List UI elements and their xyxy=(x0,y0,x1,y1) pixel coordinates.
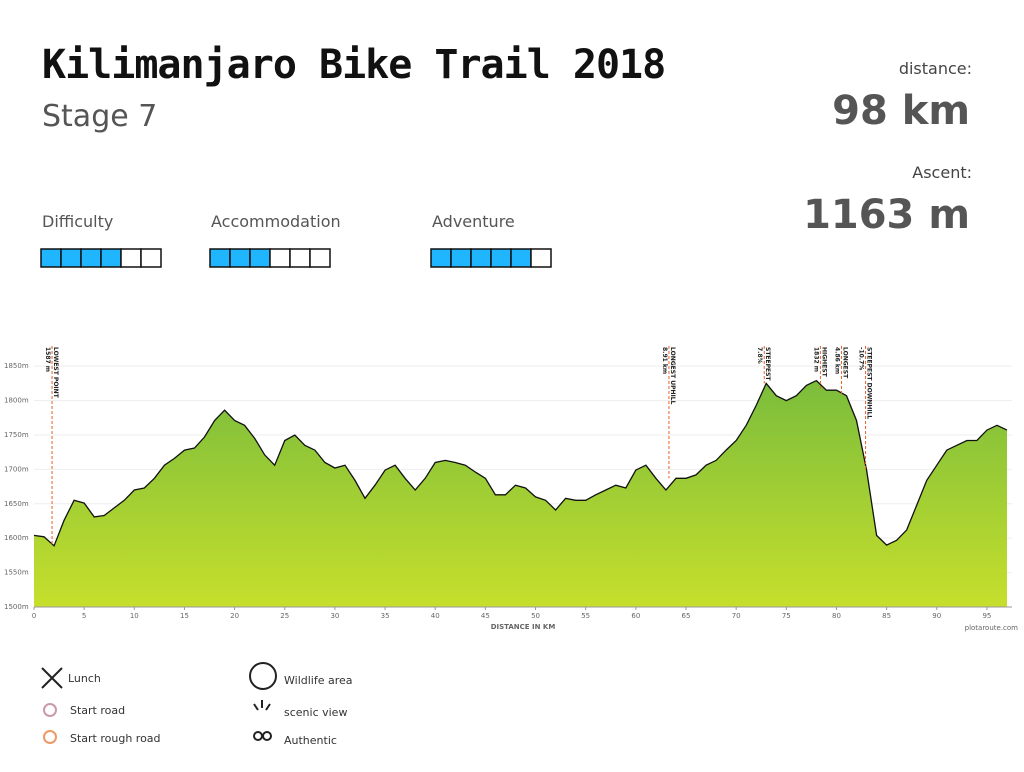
rating-box-filled xyxy=(249,248,271,268)
x-tick-label: 45 xyxy=(481,612,490,620)
rating-box-filled xyxy=(40,248,62,268)
x-tick-label: 5 xyxy=(82,612,86,620)
legend-label: Authentic xyxy=(284,734,337,747)
stat-label: Ascent: xyxy=(912,163,972,182)
legend-label: scenic view xyxy=(284,706,347,719)
y-tick-label: 1750m xyxy=(4,431,29,439)
rating-box-filled xyxy=(209,248,231,268)
x-tick-label: 30 xyxy=(330,612,339,620)
rating-box-filled xyxy=(470,248,492,268)
annotation-label: LONGEST xyxy=(841,347,848,379)
y-tick-label: 1650m xyxy=(4,500,29,508)
y-tick-label: 1700m xyxy=(4,465,29,473)
x-tick-label: 95 xyxy=(982,612,991,620)
annotation-label: LONGEST UPHILL xyxy=(669,347,676,405)
y-tick-label: 1600m xyxy=(4,534,29,542)
x-tick-label: 15 xyxy=(180,612,189,620)
x-tick-label: 10 xyxy=(130,612,139,620)
legend-label: Start road xyxy=(70,704,125,717)
rating-box-empty xyxy=(309,248,331,268)
rating-box-empty xyxy=(530,248,552,268)
y-tick-label: 1500m xyxy=(4,603,29,611)
x-tick-label: 60 xyxy=(631,612,640,620)
annotation-label: LOWEST POINT xyxy=(52,347,59,399)
rating-box-filled xyxy=(490,248,512,268)
stat-value: 98 km xyxy=(832,88,970,134)
annotation-value: 1832 m xyxy=(812,347,819,372)
credit: plotaroute.com xyxy=(965,624,1019,632)
rating-box-filled xyxy=(430,248,452,268)
legend-label: Wildlife area xyxy=(284,674,353,687)
x-tick-label: 20 xyxy=(230,612,239,620)
rating-box-empty xyxy=(269,248,291,268)
rating-box-filled xyxy=(80,248,102,268)
rating-label: Adventure xyxy=(432,212,515,231)
legend-label: Lunch xyxy=(68,672,101,685)
annotation-value: 8.91 km xyxy=(661,347,668,374)
rating-box-filled xyxy=(510,248,532,268)
subtitle: Stage 7 xyxy=(42,99,157,134)
rating-box-empty xyxy=(120,248,142,268)
annotation-value: 4.86 km xyxy=(833,347,840,374)
x-tick-label: 90 xyxy=(932,612,941,620)
x-tick-label: 85 xyxy=(882,612,891,620)
x-tick-label: 40 xyxy=(431,612,440,620)
x-tick-label: 25 xyxy=(280,612,289,620)
x-tick-label: 75 xyxy=(782,612,791,620)
x-tick-label: 50 xyxy=(531,612,540,620)
elevation-area xyxy=(34,380,1007,607)
annotation-label: HIGHEST xyxy=(820,347,827,378)
y-tick-label: 1850m xyxy=(4,362,29,370)
rating-box-filled xyxy=(60,248,82,268)
rating-box-empty xyxy=(140,248,162,268)
x-tick-label: 35 xyxy=(381,612,390,620)
legend-label: Start rough road xyxy=(70,732,161,745)
x-tick-label: 65 xyxy=(682,612,691,620)
rating-box-filled xyxy=(450,248,472,268)
x-tick-label: 55 xyxy=(581,612,590,620)
y-tick-label: 1800m xyxy=(4,397,29,405)
annotation-value: -10.7% xyxy=(858,347,865,370)
elevation-line xyxy=(33,379,1008,547)
rating-label: Accommodation xyxy=(211,212,341,231)
x-tick-label: 80 xyxy=(832,612,841,620)
stat-label: distance: xyxy=(899,59,972,78)
rating-label: Difficulty xyxy=(42,212,113,231)
annotation-value: 1587 m xyxy=(44,347,51,372)
stat-value: 1163 m xyxy=(803,192,970,238)
annotation-label: STEEPEST DOWNHILL xyxy=(866,347,873,419)
legend-icons xyxy=(41,662,277,744)
rating-box-filled xyxy=(229,248,251,268)
x-axis-label: DISTANCE IN KM xyxy=(491,623,556,631)
y-tick-label: 1550m xyxy=(4,569,29,577)
annotation-value: 7.8% xyxy=(756,347,763,364)
x-tick-label: 0 xyxy=(32,612,36,620)
x-tick-label: 70 xyxy=(732,612,741,620)
rating-box-filled xyxy=(100,248,122,268)
title: Kilimanjaro Bike Trail 2018 xyxy=(42,42,665,88)
rating-box-empty xyxy=(289,248,311,268)
annotation-label: STEEPEST xyxy=(764,347,771,381)
